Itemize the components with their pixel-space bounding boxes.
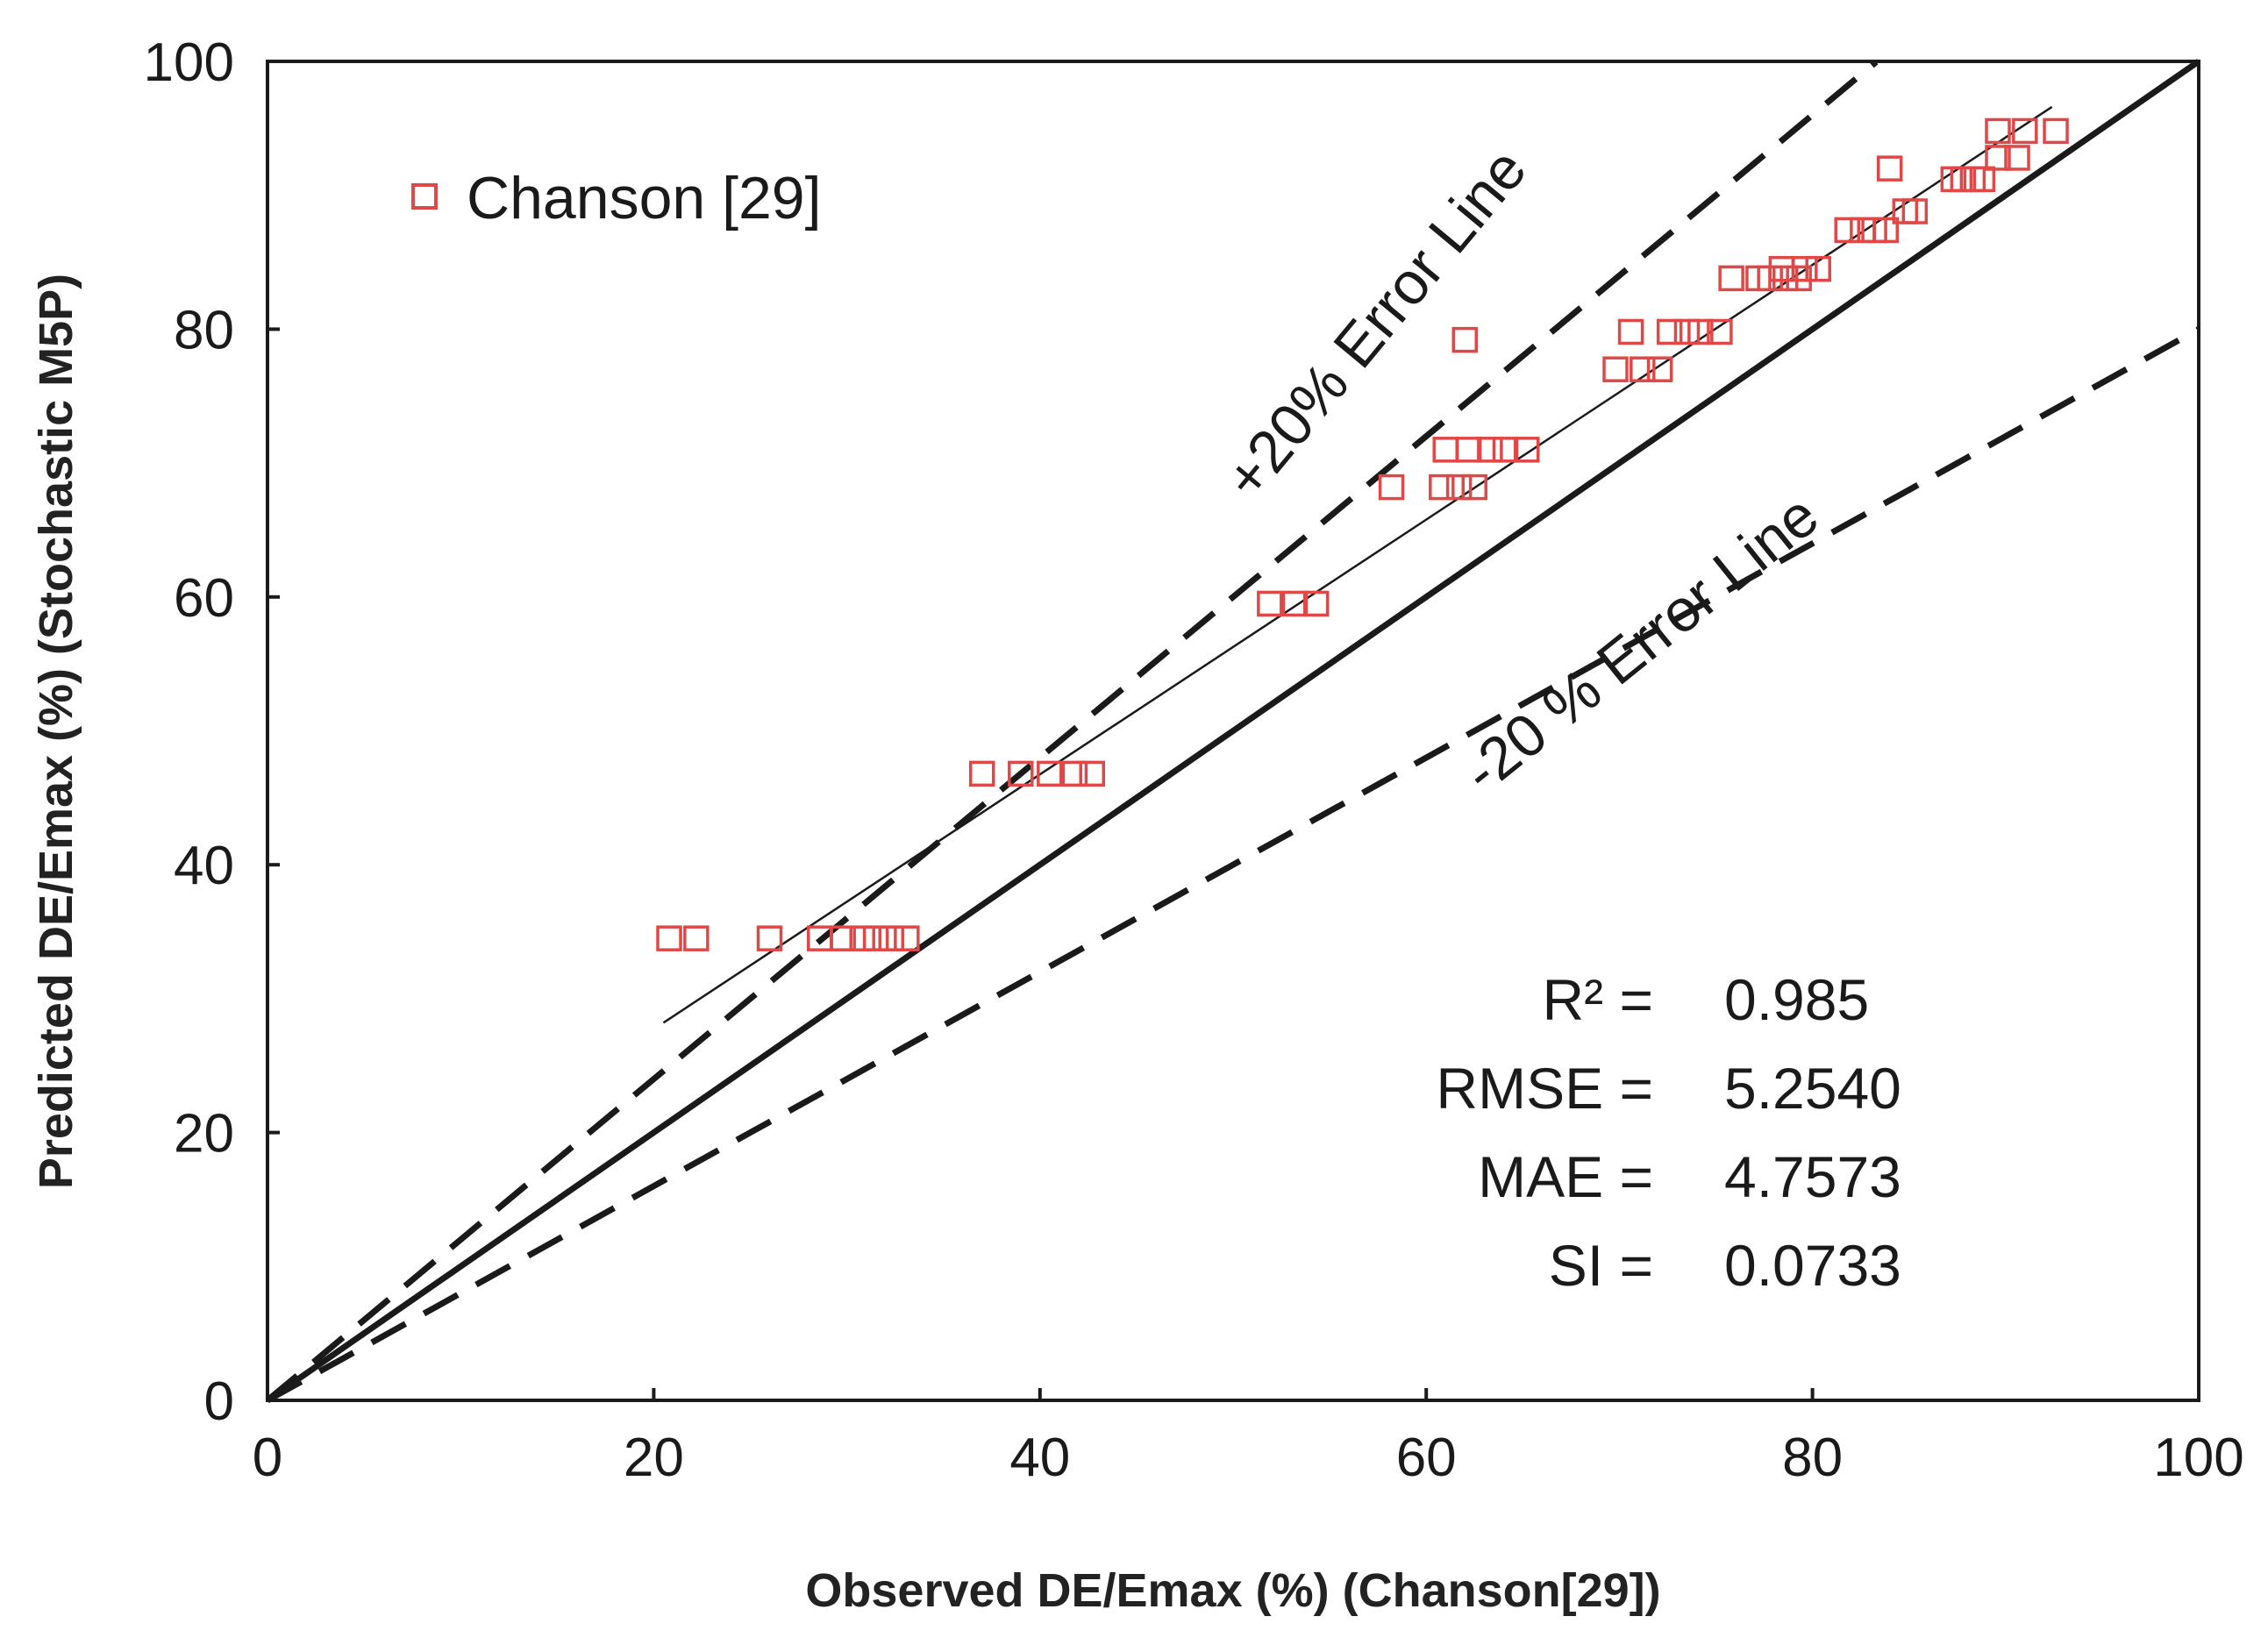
data-point <box>1492 437 1519 463</box>
one-to-one-line <box>266 59 2200 1403</box>
x-tick-label: 100 <box>2153 1428 2243 1488</box>
data-point <box>1656 318 1683 345</box>
stat-rmse-label: RMSE = <box>1436 1056 1653 1121</box>
data-point <box>1445 474 1473 501</box>
data-point <box>1378 474 1405 501</box>
legend-marker <box>411 183 438 210</box>
data-point <box>1707 318 1733 345</box>
y-axis-title: Predicted DE/Emax (%) (Stochastic M5P) <box>30 274 82 1189</box>
data-point <box>1772 265 1799 292</box>
y-tick-label: 80 <box>174 300 234 360</box>
data-point <box>1455 437 1482 463</box>
data-point <box>2043 117 2069 145</box>
data-point <box>683 925 710 951</box>
x-tick-label: 80 <box>1782 1428 1843 1488</box>
data-point <box>756 925 783 951</box>
data-point <box>1646 356 1673 382</box>
data-point <box>1792 255 1818 282</box>
data-point <box>1718 265 1744 292</box>
data-point <box>1673 318 1701 345</box>
stat-r2-value: 0.985 <box>1724 967 1869 1032</box>
trend-line <box>662 105 2053 1024</box>
stat-si-label: SI = <box>1549 1233 1653 1298</box>
stat-mae-value: 4.7573 <box>1724 1144 1901 1209</box>
data-point <box>1901 198 1929 224</box>
data-point <box>1985 145 2011 171</box>
data-point <box>1872 217 1900 244</box>
x-tick-label: 0 <box>253 1428 282 1488</box>
data-point <box>656 925 682 951</box>
data-point <box>1008 760 1034 787</box>
data-point <box>1805 255 1831 282</box>
data-point <box>1037 760 1063 787</box>
data-point <box>894 925 920 951</box>
x-tick-label: 40 <box>1009 1428 1070 1488</box>
data-point <box>1302 590 1330 617</box>
minus-20-error-line <box>266 326 2200 1404</box>
axis-ticks: 0 20 40 60 80 100 0 20 40 60 80 100 <box>144 32 2244 1488</box>
y-tick-label: 20 <box>174 1104 234 1164</box>
data-point <box>2012 117 2038 145</box>
data-point <box>1602 356 1629 382</box>
y-tick-label: 40 <box>174 836 234 896</box>
stat-r2-label: R² = <box>1542 967 1653 1032</box>
data-point <box>849 925 875 951</box>
legend-label: Chanson [29] <box>467 165 822 231</box>
data-point <box>1257 590 1283 617</box>
x-axis-title: Observed DE/Emax (%) (Chanson[29]) <box>805 1564 1660 1617</box>
data-point <box>1876 155 1903 182</box>
stat-mae-label: MAE = <box>1478 1144 1653 1209</box>
y-tick-label: 60 <box>174 568 234 629</box>
data-point <box>1513 437 1540 463</box>
stat-rmse-value: 5.2540 <box>1724 1056 1901 1121</box>
x-tick-label: 60 <box>1396 1428 1457 1488</box>
data-point <box>830 925 856 951</box>
data-point <box>862 925 889 951</box>
data-point <box>1834 217 1860 244</box>
x-tick-label: 20 <box>624 1428 684 1488</box>
legend: Chanson [29] <box>411 165 822 231</box>
data-point <box>1985 117 2011 145</box>
stat-si-value: 0.0733 <box>1724 1233 1901 1298</box>
data-point <box>1630 356 1656 382</box>
data-point <box>968 760 995 787</box>
y-tick-label: 0 <box>204 1371 234 1432</box>
data-point <box>1281 590 1309 617</box>
data-point <box>1461 474 1487 501</box>
data-point <box>1451 326 1478 353</box>
data-point <box>1079 760 1106 787</box>
data-point <box>2004 145 2030 171</box>
stats-block: R² = 0.985 RMSE = 5.2540 MAE = 4.7573 SI… <box>1436 967 1901 1298</box>
data-points <box>656 117 2069 951</box>
data-point <box>1969 166 1996 193</box>
data-point <box>1786 265 1812 292</box>
reference-lines <box>265 59 2200 1404</box>
data-point <box>1429 474 1455 501</box>
y-tick-label: 100 <box>144 32 234 93</box>
data-point <box>878 925 904 951</box>
data-point <box>1477 437 1503 463</box>
data-point <box>1061 760 1088 787</box>
data-point <box>1687 318 1714 345</box>
data-point <box>1617 318 1644 345</box>
plus-20-error-line <box>265 59 1879 1403</box>
